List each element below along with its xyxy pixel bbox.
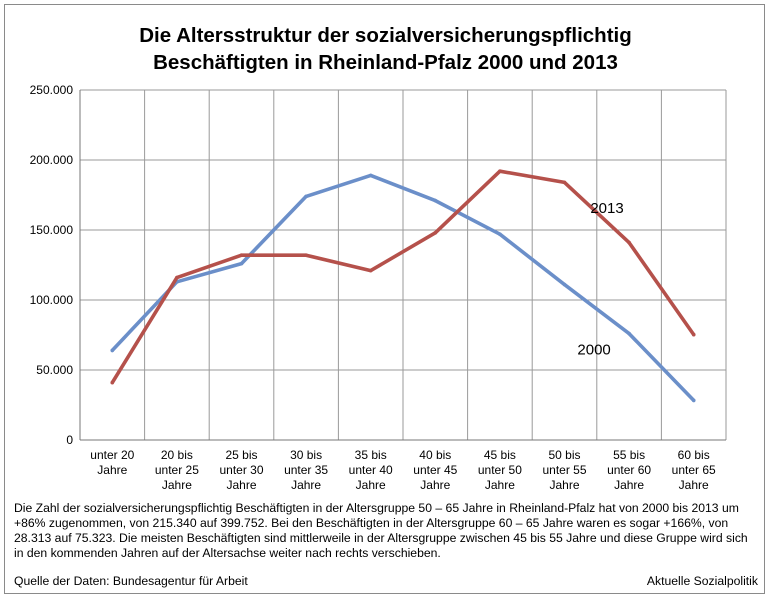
data-point-2013 xyxy=(239,253,244,257)
description-text: Die Zahl der sozialversicherungspflichti… xyxy=(14,501,748,560)
y-tick-label: 50.000 xyxy=(36,363,73,377)
x-tick-label: 60 bis unter 65 Jahre xyxy=(672,448,716,492)
data-point-2000 xyxy=(368,173,373,178)
x-tick-label: unter 20 Jahre xyxy=(90,448,134,477)
data-point-2013 xyxy=(368,268,373,273)
chart-frame xyxy=(4,4,765,594)
series-label-2013: 2013 xyxy=(590,200,623,217)
data-point-2013 xyxy=(498,169,502,173)
publisher-label: Aktuelle Sozialpolitik xyxy=(646,574,758,588)
data-point-2000 xyxy=(627,331,631,336)
y-tick-label: 250.000 xyxy=(30,83,74,97)
data-point-2013 xyxy=(110,380,115,385)
x-tick-label: 30 bis unter 35 Jahre xyxy=(284,448,328,492)
data-point-2000 xyxy=(110,348,115,353)
data-source: Quelle der Daten: Bundesagentur für Arbe… xyxy=(14,574,248,588)
data-point-2000 xyxy=(691,398,696,403)
data-point-2000 xyxy=(498,232,502,236)
data-point-2013 xyxy=(433,231,438,235)
data-point-2013 xyxy=(175,275,179,280)
y-tick-label: 200.000 xyxy=(30,153,74,167)
chart-title-line-2: Beschäftigten in Rheinland-Pfalz 2000 un… xyxy=(153,51,618,74)
data-point-2013 xyxy=(691,332,696,337)
x-tick-label: 20 bis unter 25 Jahre xyxy=(155,448,199,492)
data-point-2013 xyxy=(627,240,631,245)
y-tick-label: 0 xyxy=(66,433,73,447)
series-line-2013 xyxy=(110,169,696,385)
x-tick-label: 45 bis unter 50 Jahre xyxy=(478,448,522,492)
data-point-2000 xyxy=(239,261,244,266)
x-tick-label: 55 bis unter 60 Jahre xyxy=(607,448,651,492)
data-point-2000 xyxy=(562,282,567,287)
series-line-2000 xyxy=(110,173,696,403)
x-tick-label: 40 bis unter 45 Jahre xyxy=(413,448,457,492)
series-label-2000: 2000 xyxy=(577,342,610,359)
data-point-2013 xyxy=(304,253,308,257)
data-point-2000 xyxy=(433,198,438,203)
x-tick-label: 50 bis unter 55 Jahre xyxy=(542,448,586,492)
chart-title-line-1: Die Altersstruktur der sozialversicherun… xyxy=(139,24,632,47)
data-point-2000 xyxy=(304,194,308,199)
y-tick-label: 100.000 xyxy=(30,293,74,307)
x-tick-label: 25 bis unter 30 Jahre xyxy=(219,448,263,492)
chart-title: Die Altersstruktur der sozialversicherun… xyxy=(0,22,771,76)
data-point-2013 xyxy=(562,180,567,185)
x-tick-label: 35 bis unter 40 Jahre xyxy=(349,448,393,492)
y-tick-label: 150.000 xyxy=(30,223,74,237)
